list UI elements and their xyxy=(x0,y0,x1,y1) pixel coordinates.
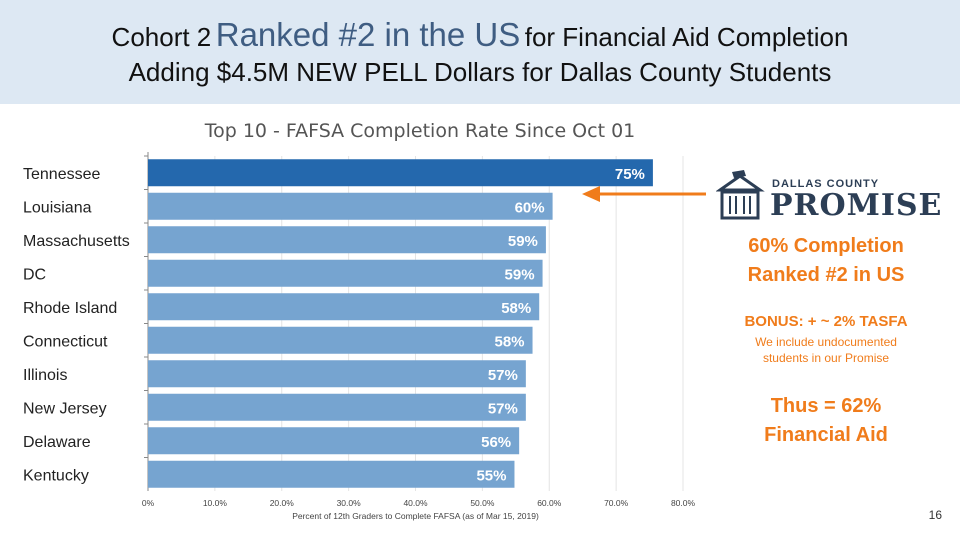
subheadline: Adding $4.5M NEW PELL Dollars for Dallas… xyxy=(128,57,832,87)
x-tick-label: 70.0% xyxy=(604,498,629,508)
data-label: 56% xyxy=(481,434,511,451)
category-label: Illinois xyxy=(23,367,67,384)
logo-main-text: PROMISE xyxy=(770,188,943,223)
x-tick-label: 10.0% xyxy=(203,498,228,508)
category-label: Connecticut xyxy=(23,333,108,350)
bar xyxy=(148,326,533,354)
category-label: New Jersey xyxy=(23,400,107,417)
arrow-head-icon xyxy=(582,186,600,202)
data-label: 55% xyxy=(476,467,506,484)
building-icon xyxy=(715,170,765,220)
category-label: Massachusetts xyxy=(23,233,130,250)
category-label: DC xyxy=(23,266,46,283)
bar xyxy=(148,226,546,254)
bonus-note-line-1: We include undocumented xyxy=(755,335,897,349)
headline-rank: Ranked #2 in the US xyxy=(215,16,521,53)
data-label: 57% xyxy=(488,400,518,417)
bonus-text: BONUS: + ~ 2% TASFA xyxy=(744,313,908,330)
total-line-2: Financial Aid xyxy=(764,424,888,446)
x-tick-label: 50.0% xyxy=(470,498,495,508)
bar xyxy=(148,427,520,455)
bar xyxy=(148,259,543,287)
data-label: 59% xyxy=(508,233,538,250)
data-label: 57% xyxy=(488,367,518,384)
completion-line-1: 60% Completion xyxy=(748,235,904,257)
headline-cohort: Cohort 2 xyxy=(111,22,212,52)
headline: Cohort 2 Ranked #2 in the US for Financi… xyxy=(0,16,960,54)
dallas-county-promise-logo: DALLAS COUNTY PROMISE xyxy=(715,168,941,228)
completion-line-2: Ranked #2 in US xyxy=(747,264,905,286)
data-label: 58% xyxy=(501,300,531,317)
x-tick-label: 0% xyxy=(142,498,155,508)
data-label: 60% xyxy=(515,199,545,216)
bonus-note-line-2: students in our Promise xyxy=(762,351,890,365)
bar xyxy=(148,460,515,488)
bar xyxy=(148,360,526,388)
x-tick-label: 80.0% xyxy=(671,498,696,508)
data-label: 58% xyxy=(495,333,525,350)
category-label: Delaware xyxy=(23,434,91,451)
x-tick-label: 30.0% xyxy=(337,498,362,508)
page-number: 16 xyxy=(928,508,942,522)
completion-callout: 60% Completion Ranked #2 in US xyxy=(716,232,936,290)
category-label: Rhode Island xyxy=(23,300,117,317)
category-label: Kentucky xyxy=(23,467,89,484)
bar xyxy=(148,159,653,187)
category-label: Louisiana xyxy=(23,199,92,216)
logo-top-text: DALLAS COUNTY xyxy=(772,178,880,190)
bar xyxy=(148,192,553,220)
chart-title: Top 10 - FAFSA Completion Rate Since Oct… xyxy=(204,120,636,142)
header-banner: Cohort 2 Ranked #2 in the US for Financi… xyxy=(0,0,960,104)
category-label: Tennessee xyxy=(23,166,100,183)
bar xyxy=(148,293,540,321)
total-callout: Thus = 62% Financial Aid xyxy=(716,392,936,450)
x-tick-label: 20.0% xyxy=(270,498,295,508)
headline-topic: for Financial Aid Completion xyxy=(524,22,849,52)
x-axis-label: Percent of 12th Graders to Complete FAFS… xyxy=(292,511,539,521)
x-tick-label: 60.0% xyxy=(537,498,562,508)
x-tick-label: 40.0% xyxy=(403,498,428,508)
data-label: 75% xyxy=(615,166,645,183)
fafsa-bar-chart: Top 10 - FAFSA Completion Rate Since Oct… xyxy=(23,120,706,521)
data-label: 59% xyxy=(505,266,535,283)
bar xyxy=(148,393,526,421)
bonus-note: We include undocumented students in our … xyxy=(716,334,936,366)
total-line-1: Thus = 62% xyxy=(770,395,882,417)
